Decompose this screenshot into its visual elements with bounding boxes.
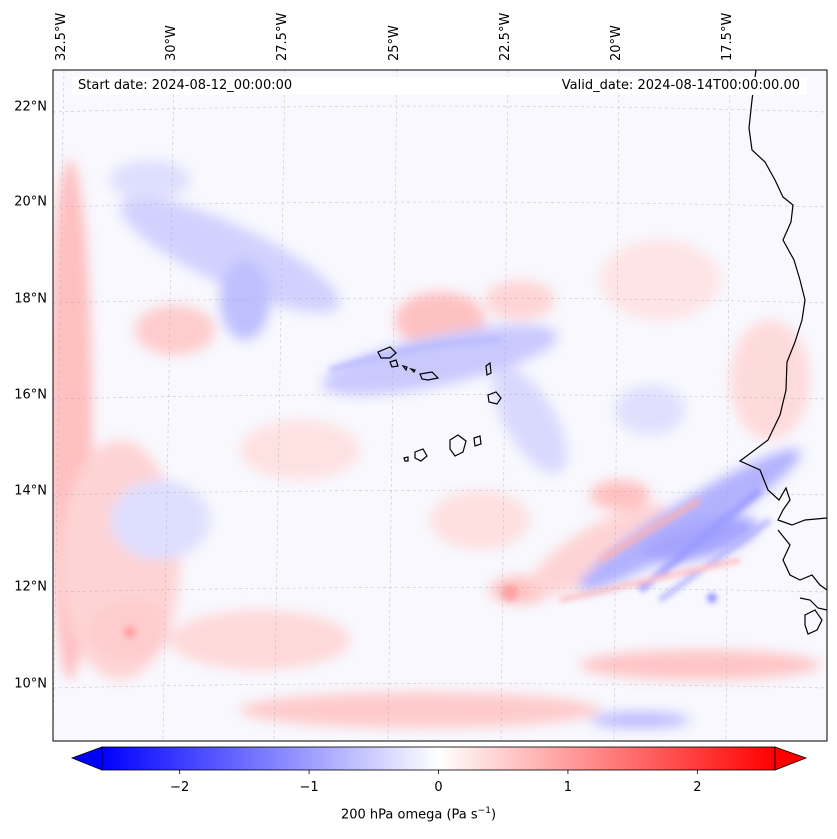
colorbar-label-exponent: −1 [477, 806, 491, 816]
lat-label: 14°N [14, 483, 47, 499]
colorbar-bar [101, 746, 776, 771]
lon-label: 30°W [164, 25, 179, 61]
colorbar-label-close: ) [490, 807, 497, 823]
lon-label: 20°W [609, 25, 624, 61]
colorbar-tick-label: 2 [693, 780, 702, 795]
colorbar-tick-label: −1 [299, 780, 319, 795]
graticule [53, 70, 827, 741]
colorbar-label: 200 hPa omega (Pa s−1) [0, 806, 837, 822]
colorbar [70, 746, 808, 774]
colorbar-left-extension [70, 746, 103, 771]
lat-label: 18°N [14, 291, 47, 307]
lon-label: 17.5°W [720, 12, 735, 61]
start-date-label: Start date: 2024-08-12_00:00:00 [78, 78, 293, 93]
valid-date-label: Valid_date: 2024-08-14T00:00:00.00 [561, 78, 800, 93]
lon-label: 32.5°W [54, 12, 69, 61]
lat-label: 20°N [14, 194, 47, 210]
lat-label: 16°N [14, 387, 47, 403]
lat-label: 22°N [14, 99, 47, 115]
colorbar-right-extension [774, 746, 808, 771]
colorbar-ticks [179, 770, 698, 774]
header-strip [72, 77, 807, 95]
colorbar-label-text: 200 hPa omega (Pa s [340, 807, 478, 823]
coastline [738, 70, 827, 635]
map-frame [52, 69, 828, 742]
lat-label: 12°N [14, 579, 47, 595]
colorbar-tick-label: 0 [434, 780, 443, 795]
cape-verde-islands [377, 346, 502, 462]
lon-label: 27.5°W [275, 12, 290, 61]
lon-label: 25°W [387, 25, 402, 61]
lat-label: 10°N [14, 676, 47, 692]
colorbar-tick-label: −2 [170, 780, 190, 795]
colorbar-tick-label: 1 [563, 780, 573, 795]
lon-label: 22.5°W [498, 12, 513, 61]
